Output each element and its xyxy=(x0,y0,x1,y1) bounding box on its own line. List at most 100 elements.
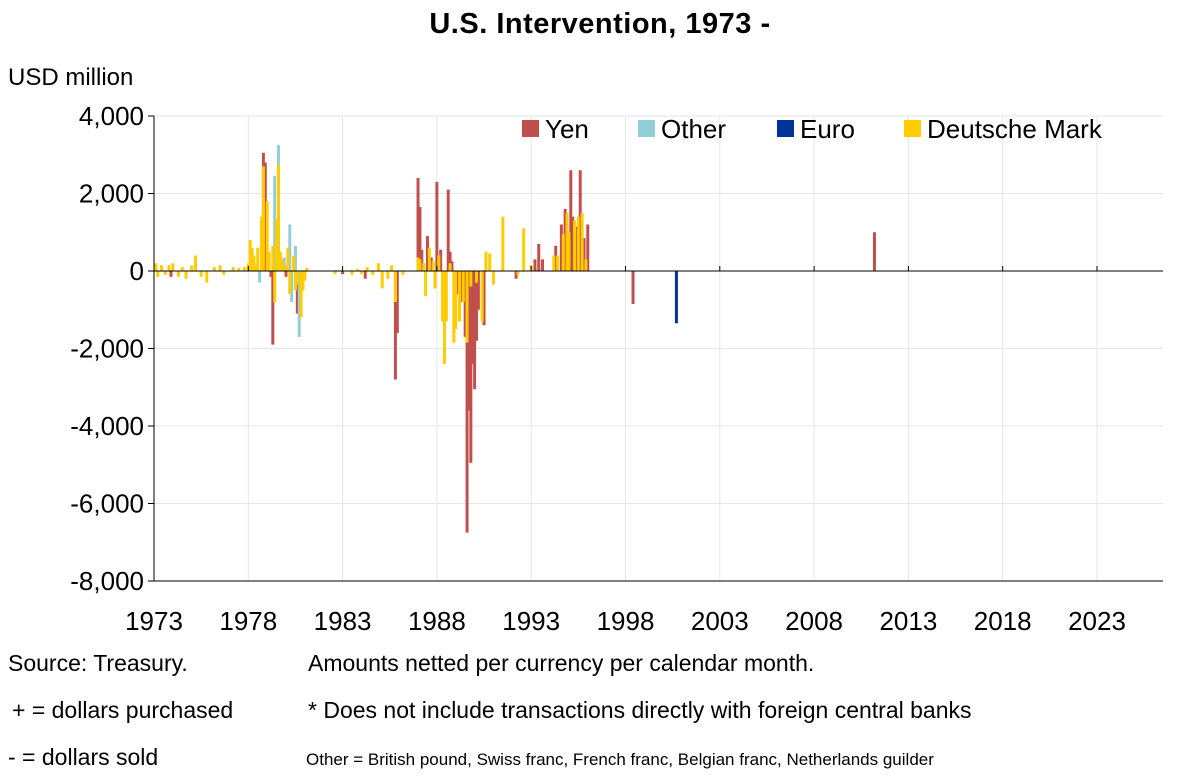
bar-deutsche-mark xyxy=(390,265,394,271)
x-tick-label: 1973 xyxy=(125,606,183,636)
bar-deutsche-mark xyxy=(167,265,171,271)
bar-yen xyxy=(554,245,558,271)
bar-deutsche-mark xyxy=(522,228,526,271)
bar-deutsche-mark xyxy=(416,257,420,271)
bar-yen xyxy=(263,162,267,271)
bar-yen xyxy=(459,271,463,302)
bar-deutsche-mark xyxy=(280,259,284,271)
bar-yen xyxy=(467,271,471,411)
bar-yen xyxy=(476,271,480,310)
y-tick-label: 2,000 xyxy=(79,179,144,209)
bar-other xyxy=(273,176,277,271)
other-currencies-note: Other = British pound, Swiss franc, Fren… xyxy=(306,750,934,769)
bar-yen xyxy=(269,271,273,277)
bar-deutsche-mark xyxy=(271,245,275,271)
bar-deutsche-mark xyxy=(303,271,307,281)
y-tick-label: 4,000 xyxy=(79,101,144,131)
bar-other xyxy=(282,257,286,271)
bar-deutsche-mark xyxy=(427,247,431,271)
bar-deutsche-mark xyxy=(199,271,203,277)
chart-plot: 4,000 2,000 0 -2,000 -4,000 -6,000 -8,000 1973 1… xyxy=(70,101,1163,636)
legend-swatch-yen xyxy=(522,120,539,137)
bar-other xyxy=(258,271,262,283)
bar-deutsche-mark xyxy=(305,267,309,271)
bar-deutsche-mark xyxy=(376,263,380,271)
bar-deutsche-mark xyxy=(273,271,277,302)
bar-deutsche-mark xyxy=(190,265,194,271)
x-tick-label: 2023 xyxy=(1068,606,1126,636)
bar-deutsche-mark xyxy=(573,220,577,271)
bar-deutsche-mark xyxy=(171,263,175,271)
bar-yen xyxy=(393,271,397,380)
bar-other xyxy=(290,271,294,302)
bar-deutsche-mark xyxy=(567,232,571,271)
bar-yen xyxy=(482,271,486,326)
bar-yen xyxy=(456,271,460,295)
bar-other xyxy=(293,245,297,271)
bar-deutsche-mark xyxy=(177,271,181,277)
bar-deutsche-mark xyxy=(333,271,337,275)
x-tick-label: 1988 xyxy=(408,606,466,636)
bar-yen xyxy=(586,224,590,271)
bar-deutsche-mark xyxy=(556,255,560,271)
bar-deutsche-mark xyxy=(154,263,158,271)
bar-deutsche-mark xyxy=(401,271,405,275)
bar-deutsche-mark xyxy=(458,271,462,322)
netting-note: Amounts netted per currency per calendar… xyxy=(308,650,815,676)
bar-yen xyxy=(425,236,429,271)
bar-yen xyxy=(537,243,541,271)
bar-deutsche-mark xyxy=(418,259,422,271)
bar-deutsche-mark xyxy=(350,271,354,275)
bar-deutsche-mark xyxy=(501,216,505,271)
bar-deutsche-mark xyxy=(212,267,216,271)
legend-swatch-euro xyxy=(777,120,794,137)
bar-deutsche-mark xyxy=(278,251,282,271)
minus-legend-note: - = dollars sold xyxy=(8,744,159,770)
x-tick-label: 1998 xyxy=(597,606,655,636)
bar-deutsche-mark xyxy=(365,267,369,271)
bar-deutsche-mark xyxy=(265,201,269,271)
source-note: Source: Treasury. xyxy=(8,650,188,676)
y-axis-unit-label: USD million xyxy=(8,64,134,91)
bar-deutsche-mark xyxy=(448,263,452,271)
bar-deutsche-mark xyxy=(218,265,222,271)
bar-yen xyxy=(574,226,578,271)
bar-deutsche-mark xyxy=(359,271,363,275)
bar-deutsche-mark xyxy=(288,271,292,295)
y-tick-label: -8,000 xyxy=(70,566,144,596)
bar-deutsche-mark xyxy=(491,271,495,285)
bar-deutsche-mark xyxy=(356,269,360,271)
bar-deutsche-mark xyxy=(193,255,197,271)
bar-deutsche-mark xyxy=(301,271,305,291)
y-tick-label: -2,000 xyxy=(70,334,144,364)
bar-deutsche-mark xyxy=(561,234,565,271)
legend-swatch-other xyxy=(638,120,655,137)
bar-deutsche-mark xyxy=(243,267,247,271)
legend-label: Deutsche Mark xyxy=(927,114,1103,144)
bar-deutsche-mark xyxy=(180,267,184,271)
bar-yen xyxy=(471,271,475,364)
bar-yen xyxy=(569,170,573,271)
bar-deutsche-mark xyxy=(231,267,235,271)
bar-deutsche-mark xyxy=(276,164,280,271)
bar-yen xyxy=(429,257,433,271)
axes: 4,000 2,000 0 -2,000 -4,000 -6,000 -8,000 1973 1… xyxy=(70,101,1163,636)
bar-yen xyxy=(469,271,473,463)
bar-yen xyxy=(571,216,575,271)
bar-deutsche-mark xyxy=(452,271,456,343)
bar-deutsche-mark xyxy=(465,271,469,343)
bar-yen xyxy=(295,271,299,314)
x-tick-label: 2008 xyxy=(785,606,843,636)
bar-yen xyxy=(448,251,452,271)
bar-other xyxy=(297,271,301,337)
bar-deutsche-mark xyxy=(293,271,297,291)
bar-deutsche-mark xyxy=(284,265,288,271)
bar-yen xyxy=(363,271,367,279)
bar-yen xyxy=(872,232,876,271)
bar-deutsche-mark xyxy=(475,271,479,283)
chart-title: U.S. Intervention, 1973 - xyxy=(429,8,771,40)
bar-deutsche-mark xyxy=(433,271,437,289)
bar-deutsche-mark xyxy=(205,271,209,283)
legend-label: Other xyxy=(661,114,726,144)
bar-yen xyxy=(541,259,545,271)
